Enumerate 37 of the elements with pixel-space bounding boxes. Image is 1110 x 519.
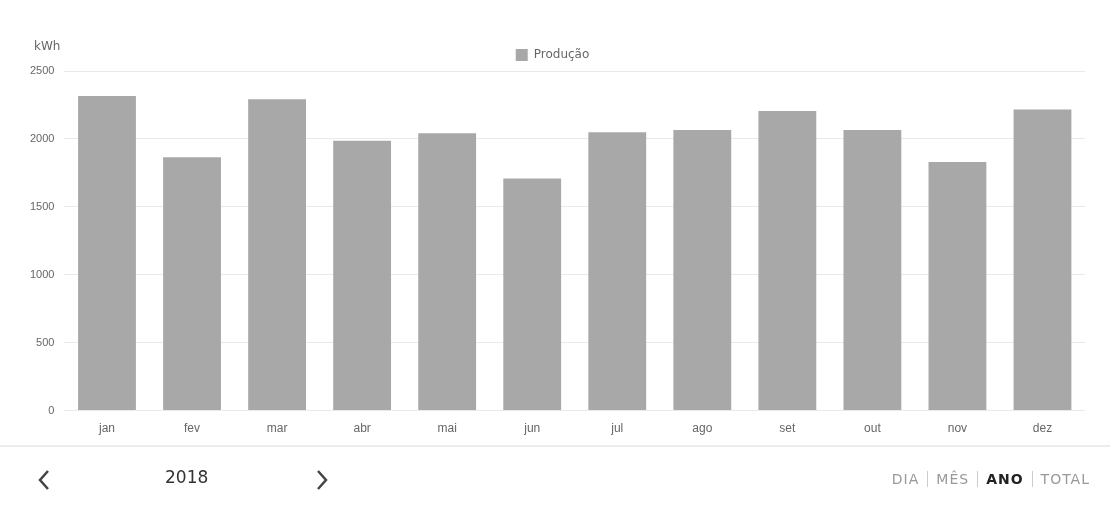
text: TOTAL: [1031, 471, 1098, 487]
text: DIA: [890, 471, 921, 487]
x-tick-label: fev: [184, 421, 201, 436]
legend-label: Produção: [533, 47, 590, 62]
x-tick-label: jul: [610, 421, 624, 436]
x-tick-label: abr: [353, 421, 371, 436]
bar: [418, 133, 477, 411]
bar: [78, 96, 136, 411]
y-tick-label: 1500: [29, 199, 55, 212]
bar: [928, 162, 987, 411]
x-tick-label: mar: [266, 421, 288, 436]
x-tick-label: jun: [523, 421, 541, 436]
bar: [758, 111, 817, 411]
bar: [248, 99, 306, 411]
x-tick-label: jan: [97, 421, 115, 436]
x-tick-label: mai: [437, 421, 457, 436]
bar: [588, 132, 647, 411]
y-tick-label: 0: [48, 403, 55, 416]
y-axis-title: kWh: [34, 39, 61, 54]
x-tick-label: set: [779, 421, 797, 436]
bar: [163, 157, 221, 411]
bar: [1013, 109, 1072, 411]
bar: [673, 130, 732, 411]
x-tick-label: ago: [692, 421, 713, 436]
text: MÊS: [927, 471, 978, 487]
bar: [843, 130, 902, 411]
x-tick-label: out: [864, 421, 882, 436]
x-tick-label: dez: [1032, 421, 1053, 436]
bar: [503, 178, 562, 411]
y-tick-label: 500: [36, 335, 55, 348]
y-tick-label: 1000: [29, 267, 55, 280]
y-tick-label: 2500: [29, 64, 55, 77]
y-tick-label: 2000: [29, 131, 55, 144]
text: ANO: [977, 471, 1032, 487]
x-tick-label: nov: [947, 421, 968, 436]
text: 2018: [165, 467, 209, 487]
bar: [333, 140, 392, 411]
